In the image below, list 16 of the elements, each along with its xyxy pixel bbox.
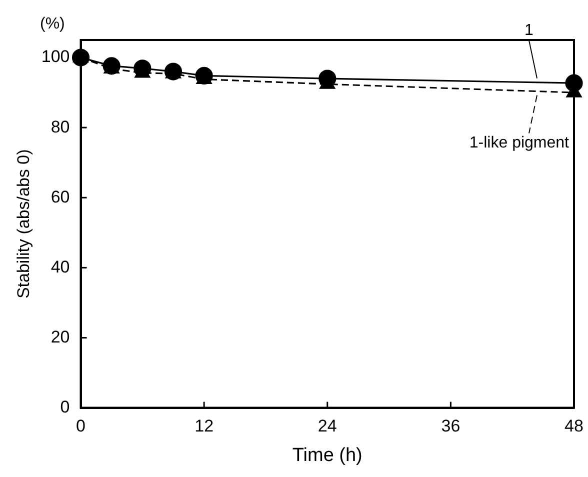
x-tick-label: 36 [441, 416, 460, 436]
y-tick-label: 20 [50, 327, 70, 346]
y-tick-label: 80 [50, 117, 70, 136]
x-axis-title: Time (h) [292, 444, 362, 466]
legend-label: 1-like pigment [469, 134, 570, 152]
x-tick-label: 12 [194, 416, 214, 436]
x-tick-label: 24 [318, 416, 337, 436]
text: 1 [524, 22, 534, 39]
y-axis-title: Stability (abs/abs 0) [14, 149, 33, 299]
y-tick-label: 40 [50, 257, 70, 276]
y-tick-label: 60 [50, 187, 70, 206]
y-tick-label: 0 [60, 397, 70, 416]
y-tick-label: 100 [41, 47, 70, 66]
x-tick-label: 0 [76, 416, 86, 436]
x-tick-label: 48 [564, 416, 584, 436]
text: (%) [40, 15, 65, 32]
